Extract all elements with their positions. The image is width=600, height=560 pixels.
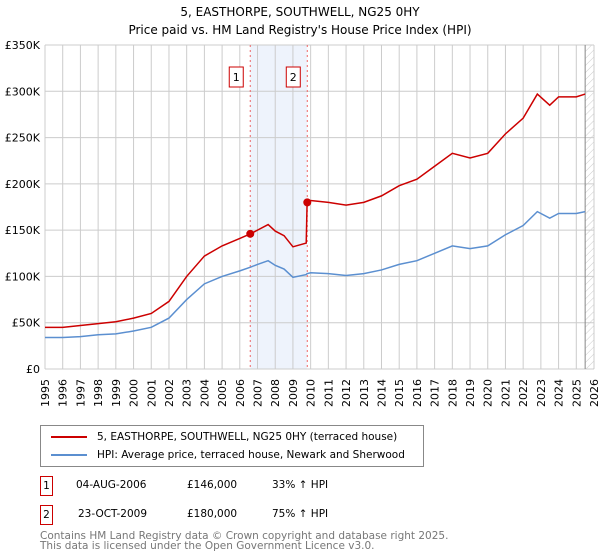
x-tick-label: 2001 — [145, 379, 158, 407]
sale-marker-label: 1 — [40, 476, 53, 496]
price-chart: 5, EASTHORPE, SOUTHWELL, NG25 0HY Price … — [5, 5, 600, 407]
legend-swatch-red — [51, 436, 87, 438]
x-tick-label: 2024 — [553, 379, 566, 407]
x-tick-label: 2017 — [429, 379, 442, 407]
y-tick-label: £100K — [5, 270, 41, 283]
footer-line-2: This data is licensed under the Open Gov… — [40, 540, 375, 552]
x-tick-label: 2006 — [234, 379, 247, 407]
sale-price: £180,000 — [187, 508, 238, 520]
x-tick-label: 2002 — [163, 379, 176, 407]
x-tick-label: 2021 — [499, 379, 512, 407]
y-tick-label: £350K — [5, 39, 41, 52]
y-tick-label: £300K — [5, 85, 41, 98]
x-tick-label: 2014 — [375, 379, 388, 407]
x-tick-label: 2010 — [305, 379, 318, 407]
sale-label-box — [285, 66, 301, 88]
sale-marker-label: 2 — [40, 505, 53, 525]
x-tick-label: 2008 — [269, 379, 282, 407]
legend-swatch-blue — [51, 454, 87, 456]
x-tick-label: 2009 — [287, 379, 300, 407]
x-tick-label: 2023 — [535, 379, 548, 407]
x-tick-label: 2022 — [517, 379, 530, 407]
sale-label: 1 — [233, 71, 240, 84]
y-tick-label: £150K — [5, 224, 41, 237]
sale-hpi-change: 33% ↑ HPI — [272, 479, 329, 491]
x-tick-label: 2020 — [482, 379, 495, 407]
sale-row-2: 2 23-OCT-2009 £180,000 75% ↑ HPI — [40, 505, 400, 525]
legend-item-hpi: HPI: Average price, terraced house, Newa… — [51, 447, 405, 463]
y-tick-label: £250K — [5, 132, 41, 145]
x-tick-label: 2003 — [181, 379, 194, 407]
x-tick-label: 2012 — [340, 379, 353, 407]
x-tick-label: 2005 — [216, 379, 229, 407]
footer-line-1: Contains HM Land Registry data © Crown c… — [40, 530, 449, 542]
y-tick-label: £200K — [5, 178, 41, 191]
x-tick-label: 1998 — [92, 379, 105, 407]
sale-date: 04-AUG-2006 — [76, 479, 147, 491]
chart-title: 5, EASTHORPE, SOUTHWELL, NG25 0HY — [180, 5, 420, 19]
x-tick-label: 2004 — [198, 379, 211, 407]
x-tick-label: 1997 — [74, 379, 87, 407]
property-series-line — [45, 92, 586, 329]
legend-label: 5, EASTHORPE, SOUTHWELL, NG25 0HY (terra… — [97, 431, 398, 443]
sale-point — [303, 198, 312, 207]
legend: 5, EASTHORPE, SOUTHWELL, NG25 0HY (terra… — [40, 425, 424, 467]
x-tick-label: 2026 — [588, 379, 600, 407]
legend-item-property: 5, EASTHORPE, SOUTHWELL, NG25 0HY (terra… — [51, 429, 397, 445]
x-tick-label: 2025 — [570, 379, 583, 407]
x-tick-label: 2013 — [358, 379, 371, 407]
x-tick-label: 1999 — [110, 379, 123, 407]
footer: Contains HM Land Registry data © Crown c… — [40, 530, 449, 552]
legend-label: HPI: Average price, terraced house, Newa… — [97, 449, 405, 461]
y-tick-label: £50K — [12, 317, 41, 330]
x-tick-label: 2016 — [411, 379, 424, 407]
x-tick-label: 2018 — [446, 379, 459, 407]
x-tick-label: 1995 — [39, 379, 52, 407]
sale-row-1: 1 04-AUG-2006 £146,000 33% ↑ HPI — [40, 476, 400, 496]
x-tick-label: 1996 — [57, 379, 70, 407]
x-tick-label: 2011 — [322, 379, 335, 407]
x-tick-label: 2000 — [128, 379, 141, 407]
sale-price: £146,000 — [187, 479, 238, 491]
forecast-hatch — [585, 45, 594, 369]
sale-period-band — [250, 45, 308, 369]
sale-label-box — [228, 66, 244, 88]
x-tick-label: 2019 — [464, 379, 477, 407]
chart-subtitle: Price paid vs. HM Land Registry's House … — [128, 23, 471, 37]
x-tick-label: 2007 — [252, 379, 265, 407]
x-tick-label: 2015 — [393, 379, 406, 407]
y-tick-label: £0 — [26, 363, 40, 376]
hpi-series-line — [45, 210, 586, 339]
sale-label: 2 — [290, 71, 297, 84]
sale-date: 23-OCT-2009 — [78, 508, 147, 520]
sale-point — [246, 229, 255, 238]
sale-hpi-change: 75% ↑ HPI — [272, 508, 329, 520]
